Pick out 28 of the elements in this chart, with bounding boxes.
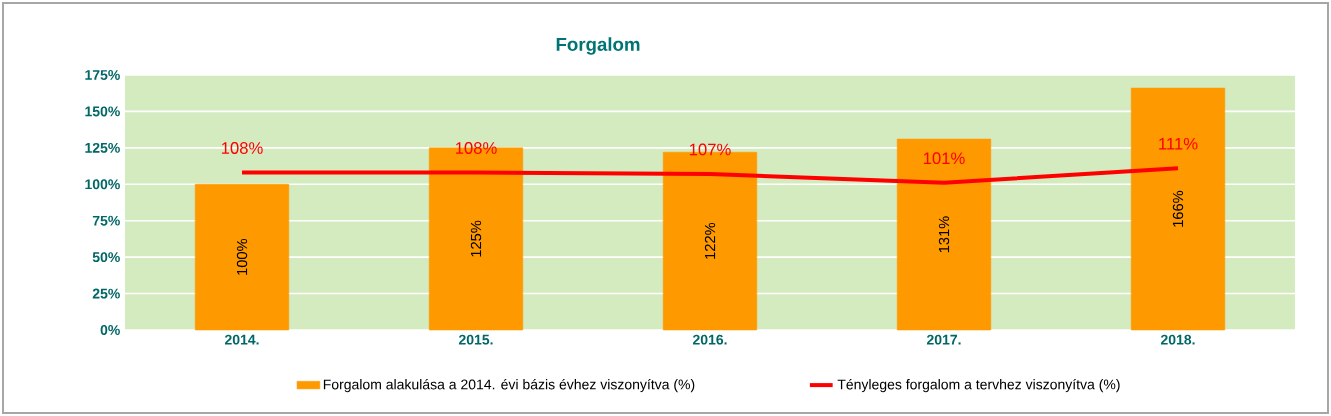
data-label: 108% — [221, 142, 263, 154]
y-tick-label: 125% — [85, 142, 120, 153]
legend-label: Forgalom alakulása a 2014. évi bázis évhez viszonyítva (%) — [323, 378, 695, 393]
x-tick-label: 2015. — [458, 334, 493, 345]
x-tick-label: 2016. — [692, 334, 727, 345]
x-tick-label: 2018. — [1160, 334, 1195, 345]
data-label: 111% — [1159, 137, 1198, 150]
y-tick-label: 75% — [92, 215, 120, 226]
data-label: 101% — [923, 152, 965, 165]
x-tick-label: 2017. — [926, 334, 961, 345]
y-tick-label: 0% — [100, 325, 120, 335]
data-label: 166% — [1172, 190, 1184, 227]
x-tick-label: 2014. — [224, 334, 259, 345]
y-tick-label: 175% — [85, 70, 120, 80]
bar — [1130, 87, 1226, 331]
line-series — [240, 166, 1180, 185]
y-tick-label: 50% — [92, 252, 120, 263]
data-label: 122% — [704, 222, 716, 259]
bar — [896, 138, 992, 331]
y-tick-label: 100% — [85, 179, 120, 190]
data-label: 125% — [470, 220, 482, 257]
data-label: 131% — [938, 216, 950, 253]
y-tick-label: 150% — [85, 106, 120, 117]
bar — [194, 184, 290, 331]
y-tick-label: 25% — [92, 288, 120, 299]
data-label: 100% — [236, 238, 248, 275]
legend-label: Tényleges forgalom a tervhez viszonyítva (%) — [837, 378, 1120, 393]
chart-title: Forgalom — [556, 37, 640, 55]
